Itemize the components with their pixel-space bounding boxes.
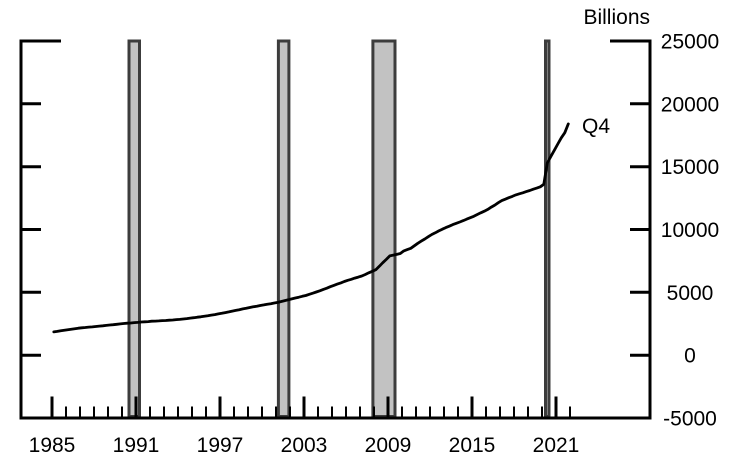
axis-tick-labels: 25000 20000 15000 10000 5000 0 -5000 1985 1991 19… [29,31,720,458]
x-tick-label: 1985 [29,434,76,457]
series-line [52,122,570,334]
y-tick-label: 20000 [661,93,719,116]
x-tick-label: 1997 [197,434,244,457]
axis-frame [19,39,652,420]
series-end-label: Q4 [582,115,610,138]
y-tick-label: 0 [684,345,696,368]
recession-band [276,39,291,418]
x-tick-label: 2015 [449,434,496,457]
y-tick-label: 5000 [667,282,714,305]
y-tick-label: 15000 [661,156,719,179]
x-tick-label: 2003 [281,434,328,457]
y-tick-label: 10000 [661,219,719,242]
axis-ticks [21,102,650,417]
x-tick-label: 2009 [365,434,412,457]
data-series-line [52,122,570,334]
recession-bands [127,39,551,418]
recession-band [127,39,141,418]
unit-label: Billions [583,6,650,29]
axes [19,39,652,420]
x-tick-label: 1991 [113,434,160,457]
x-tick-label: 2021 [533,434,580,457]
recession-band [544,39,551,418]
recession-band [371,39,397,418]
y-tick-label: -5000 [663,408,717,431]
y-tick-label: 25000 [661,31,719,54]
